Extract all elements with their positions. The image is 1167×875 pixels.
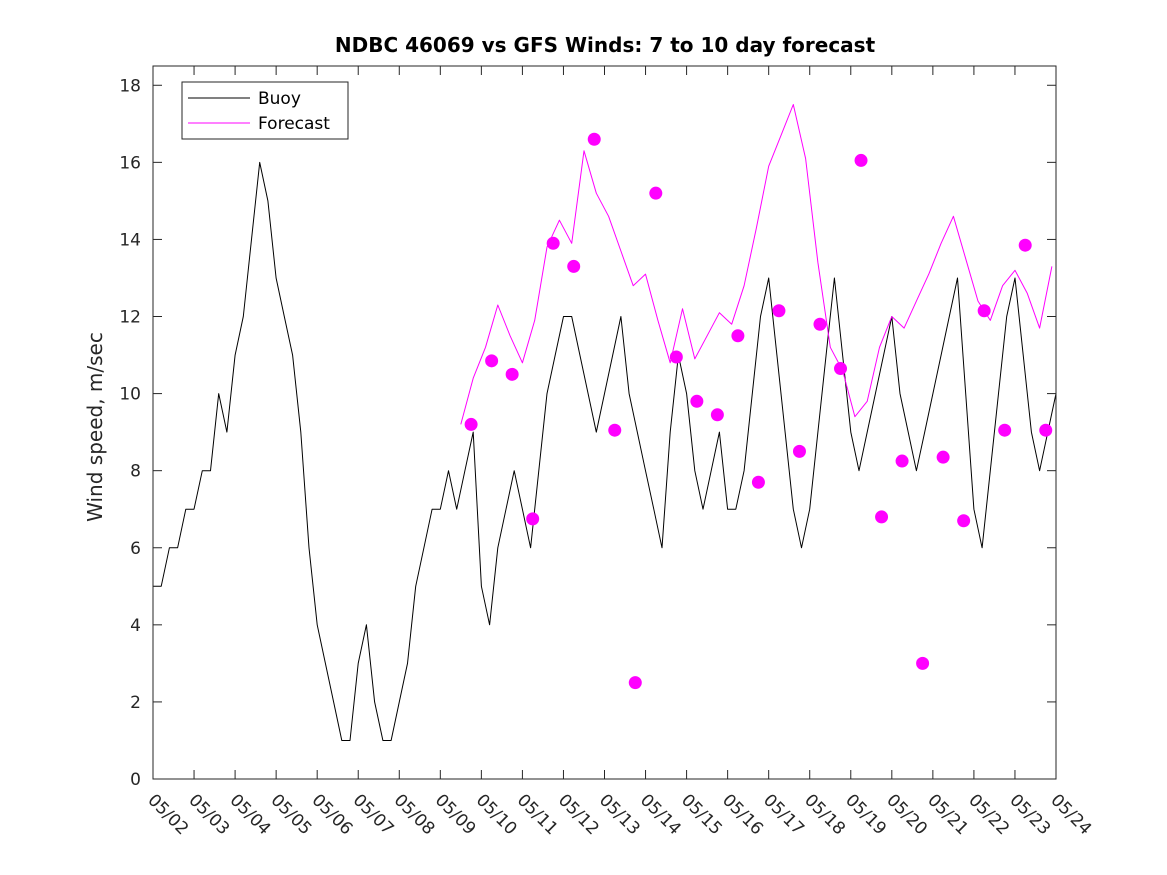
forecast-marker [628, 676, 642, 690]
forecast-series-line [460, 104, 1053, 425]
y-axis-label: Wind speed, m/sec [83, 332, 107, 522]
x-axis: 05/0205/0305/0405/0505/0605/0705/0805/09… [143, 66, 1095, 839]
forecast-marker [690, 394, 704, 408]
forecast-marker [710, 408, 724, 422]
legend-forecast-label: Forecast [258, 114, 330, 134]
x-tick-label: 05/21 [923, 790, 972, 839]
x-tick-label: 05/03 [185, 790, 234, 839]
buoy-series-line [153, 161, 1057, 741]
y-tick-label: 12 [119, 308, 141, 328]
x-tick-label: 05/23 [1005, 790, 1054, 839]
forecast-marker [464, 417, 478, 431]
forecast-marker [936, 450, 950, 464]
x-tick-label: 05/05 [267, 790, 316, 839]
x-tick-label: 05/15 [677, 790, 726, 839]
x-tick-label: 05/09 [431, 790, 480, 839]
forecast-marker [998, 423, 1012, 437]
x-tick-label: 05/11 [513, 790, 562, 839]
x-tick-label: 05/08 [390, 790, 439, 839]
forecast-markers [464, 132, 1053, 690]
y-tick-label: 0 [130, 770, 141, 790]
forecast-marker [792, 444, 806, 458]
x-tick-label: 05/17 [759, 790, 808, 839]
chart-title: NDBC 46069 vs GFS Winds: 7 to 10 day for… [335, 33, 876, 57]
y-tick-label: 4 [130, 616, 141, 636]
x-tick-label: 05/18 [800, 790, 849, 839]
forecast-marker [567, 259, 581, 273]
forecast-marker [649, 186, 663, 200]
forecast-marker [834, 362, 848, 376]
x-tick-label: 05/10 [472, 790, 521, 839]
y-tick-label: 10 [119, 385, 141, 405]
legend: Buoy Forecast [181, 81, 349, 140]
forecast-marker [875, 510, 889, 524]
x-tick-label: 05/12 [554, 790, 603, 839]
forecast-marker [587, 132, 601, 146]
forecast-marker [526, 512, 540, 526]
x-tick-label: 05/16 [718, 790, 767, 839]
forecast-marker [669, 350, 683, 364]
legend-box [181, 81, 349, 140]
plot-area [153, 104, 1057, 741]
x-tick-label: 05/06 [308, 790, 357, 839]
x-tick-label: 05/13 [595, 790, 644, 839]
forecast-marker [977, 304, 991, 318]
forecast-marker [485, 354, 499, 368]
forecast-marker [813, 317, 827, 331]
forecast-marker [546, 236, 560, 250]
forecast-marker [772, 304, 786, 318]
x-tick-label: 05/22 [964, 790, 1013, 839]
y-tick-label: 2 [130, 693, 141, 713]
forecast-marker [608, 423, 622, 437]
plot-frame [152, 65, 1057, 780]
x-tick-label: 05/02 [143, 790, 192, 839]
forecast-marker [505, 367, 519, 381]
forecast-marker [916, 656, 930, 670]
forecast-marker [751, 475, 765, 489]
legend-buoy-label: Buoy [258, 89, 301, 109]
y-tick-label: 6 [130, 539, 141, 559]
forecast-marker [895, 454, 909, 468]
forecast-marker [854, 153, 868, 167]
forecast-marker [1018, 238, 1032, 252]
x-tick-label: 05/20 [882, 790, 931, 839]
x-tick-label: 05/14 [636, 790, 685, 839]
forecast-marker [731, 329, 745, 343]
y-tick-label: 8 [130, 462, 141, 482]
y-tick-label: 18 [119, 76, 141, 96]
forecast-marker [1039, 423, 1053, 437]
forecast-marker [957, 514, 971, 528]
x-tick-label: 05/19 [841, 790, 890, 839]
x-tick-label: 05/07 [349, 790, 398, 839]
x-tick-label: 05/24 [1046, 790, 1095, 839]
y-tick-label: 14 [119, 230, 141, 250]
y-axis: 0 2 4 6 8 10 12 14 16 18 [119, 76, 1056, 790]
x-tick-label: 05/04 [226, 790, 275, 839]
y-tick-label: 16 [119, 153, 141, 173]
